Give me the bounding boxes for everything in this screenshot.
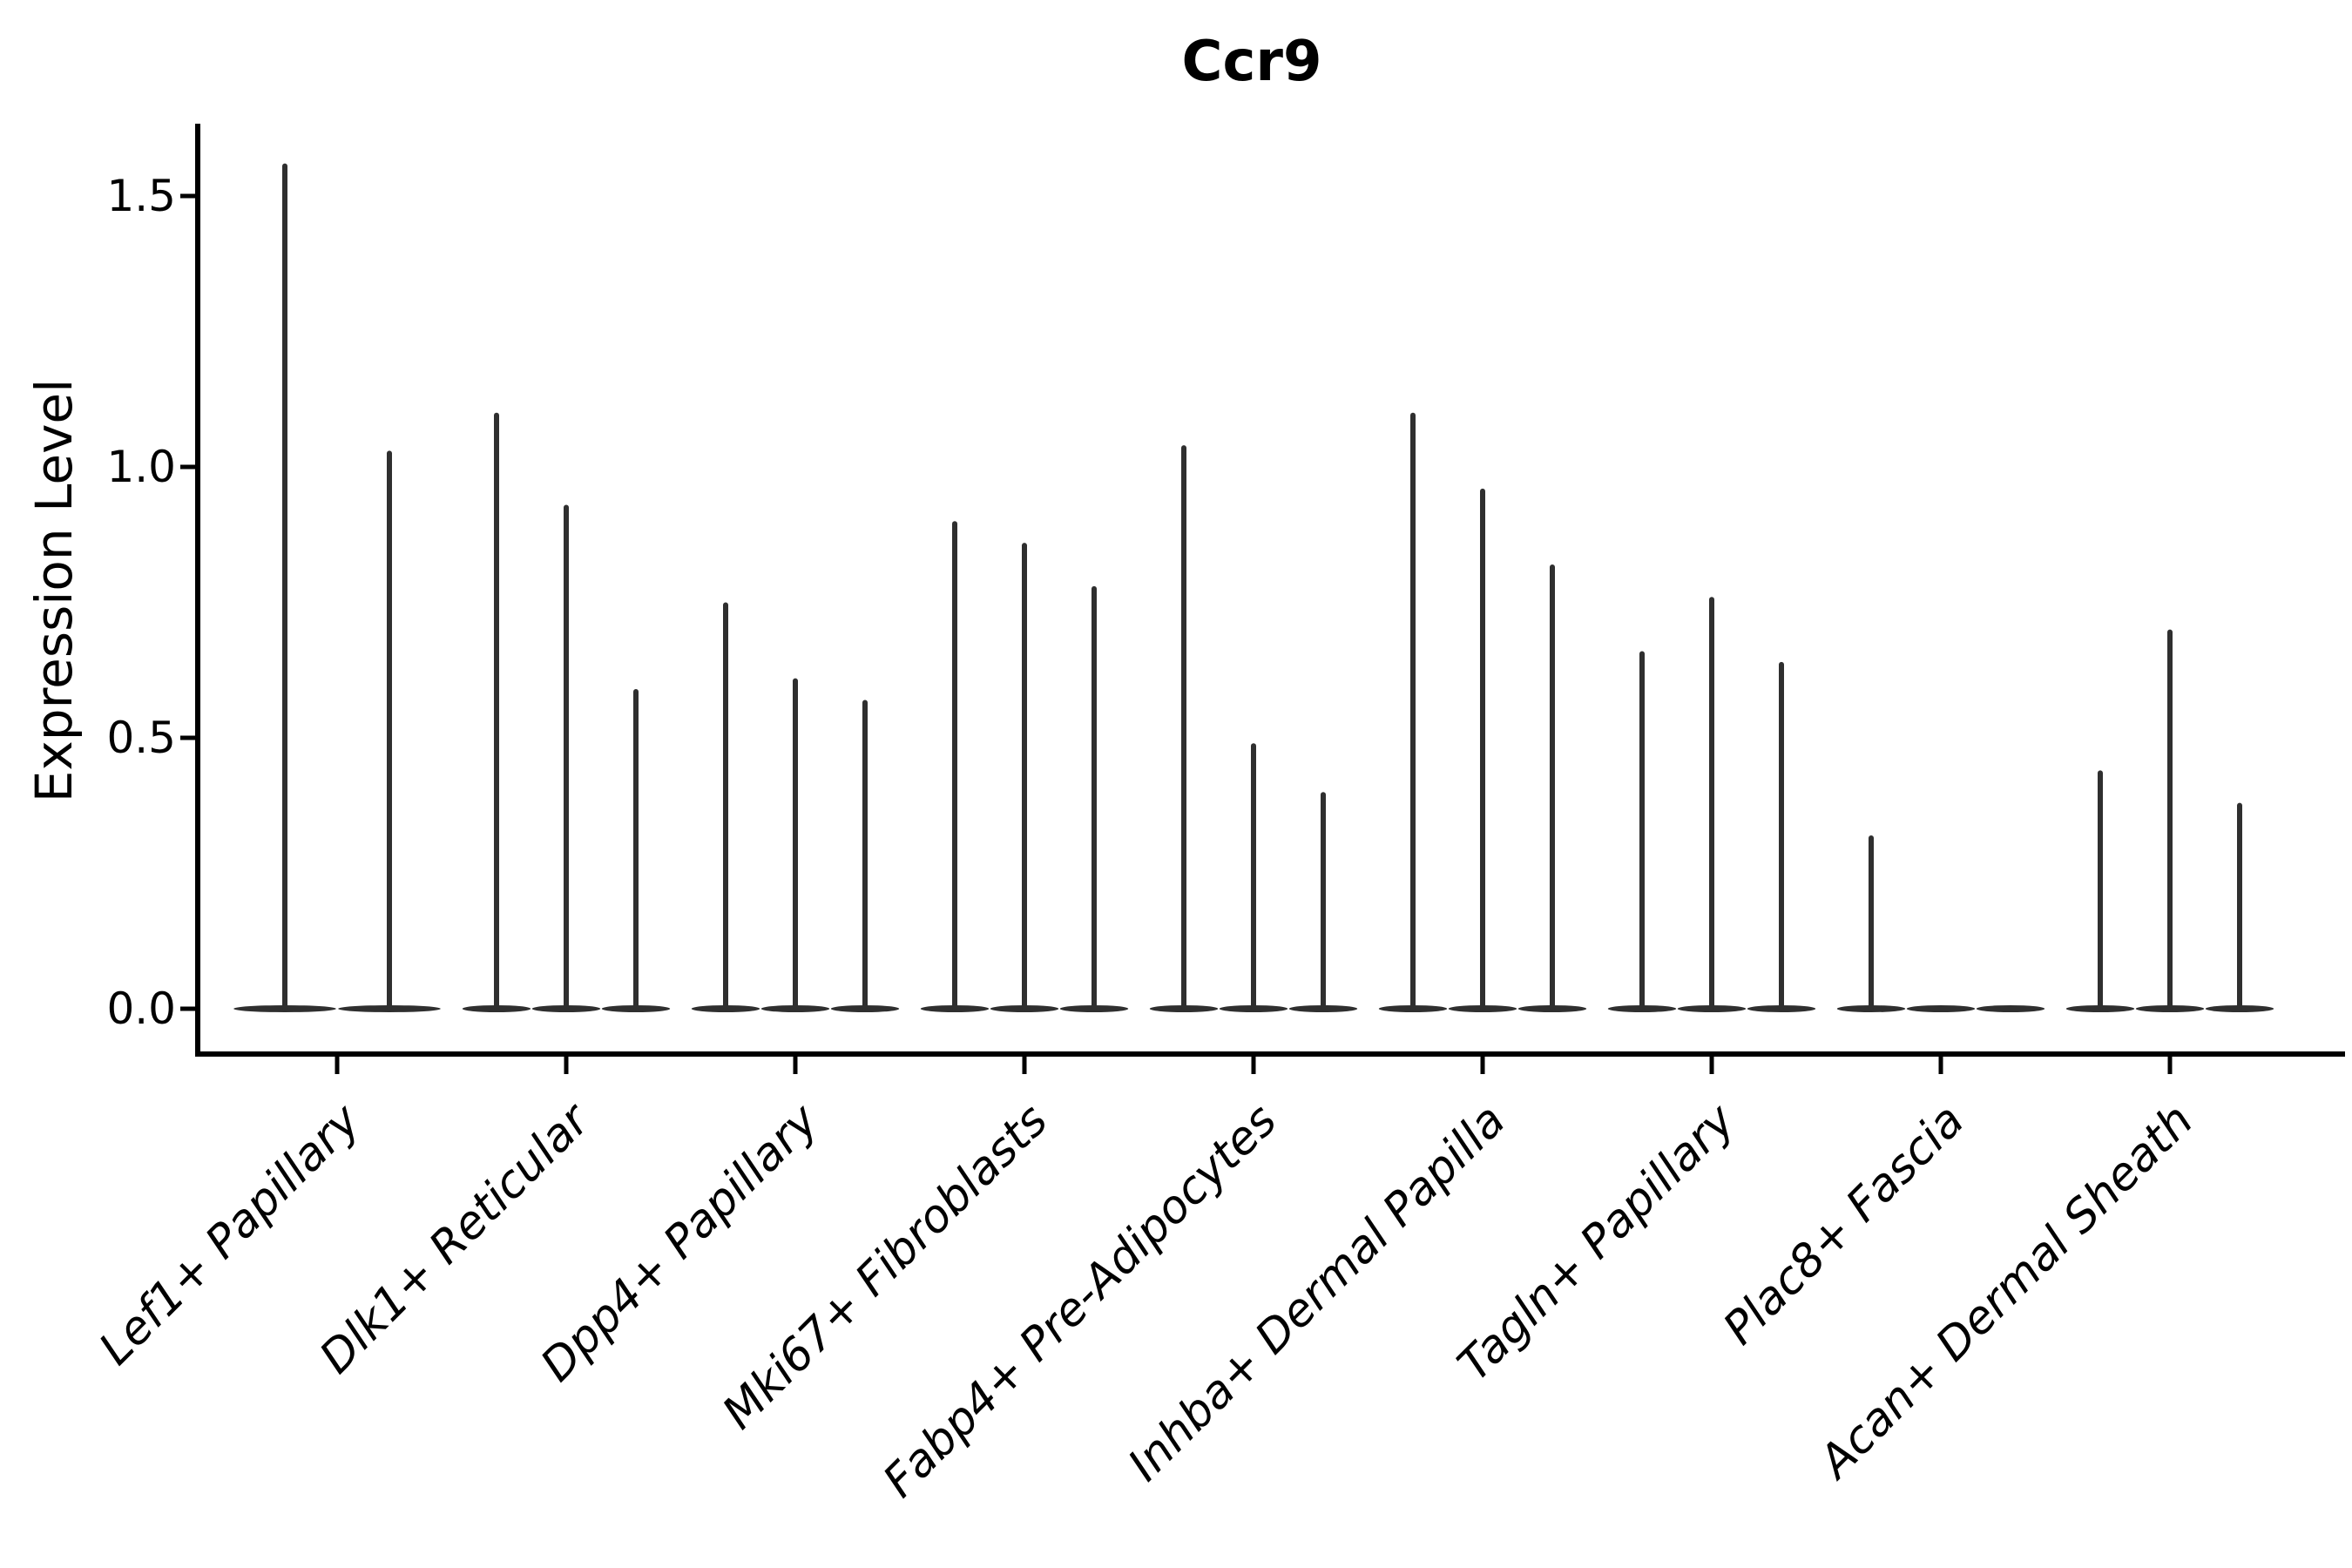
violin-base	[1976, 1005, 2045, 1012]
y-tick-label: 1.5	[106, 171, 176, 221]
violin-spike	[282, 163, 287, 1010]
x-tick-mark	[1709, 1057, 1714, 1074]
violin-spike	[2167, 629, 2173, 1010]
violin-spike	[1181, 445, 1186, 1010]
plot-title: Ccr9	[1181, 30, 1322, 94]
violin-spike	[1550, 564, 1555, 1010]
x-tick-mark	[564, 1057, 569, 1074]
violin-spike	[1321, 792, 1326, 1010]
x-tick-mark	[1938, 1057, 1943, 1074]
y-tick-label: 0.5	[106, 713, 176, 763]
x-tick-mark	[335, 1057, 340, 1074]
y-tick-mark	[180, 1006, 195, 1011]
violin-spike	[1480, 488, 1485, 1010]
violin-spike	[1251, 743, 1256, 1010]
x-axis-spine	[195, 1051, 2345, 1057]
violin-base	[1906, 1005, 1976, 1012]
violin-spike	[494, 412, 499, 1010]
y-tick-label: 0.0	[106, 983, 176, 1034]
violin-spike	[633, 689, 639, 1010]
violin-spike	[564, 504, 569, 1010]
violin-spike	[1709, 597, 1714, 1010]
violin-spike	[1410, 412, 1416, 1010]
y-tick-mark	[180, 464, 195, 470]
violin-spike	[1092, 585, 1097, 1010]
violin-spike	[862, 700, 868, 1010]
x-tick-mark	[1251, 1057, 1256, 1074]
violin-spike	[387, 450, 392, 1010]
x-tick-mark	[2167, 1057, 2173, 1074]
violin-spike	[793, 678, 798, 1010]
violin-spike	[1022, 543, 1027, 1010]
y-tick-label: 1.0	[106, 442, 176, 492]
x-tick-mark	[1022, 1057, 1027, 1074]
violin-spike	[2098, 770, 2103, 1010]
y-tick-mark	[180, 735, 195, 740]
violin-spike	[1869, 835, 1874, 1010]
x-tick-mark	[1480, 1057, 1485, 1074]
y-tick-mark	[180, 193, 195, 199]
violin-spike	[1779, 661, 1784, 1010]
x-tick-mark	[793, 1057, 798, 1074]
violin-spike	[723, 602, 728, 1010]
y-axis-spine	[195, 124, 200, 1057]
violin-spike	[1639, 651, 1645, 1010]
violin-spike	[2237, 802, 2242, 1010]
violin-spike	[952, 521, 957, 1010]
